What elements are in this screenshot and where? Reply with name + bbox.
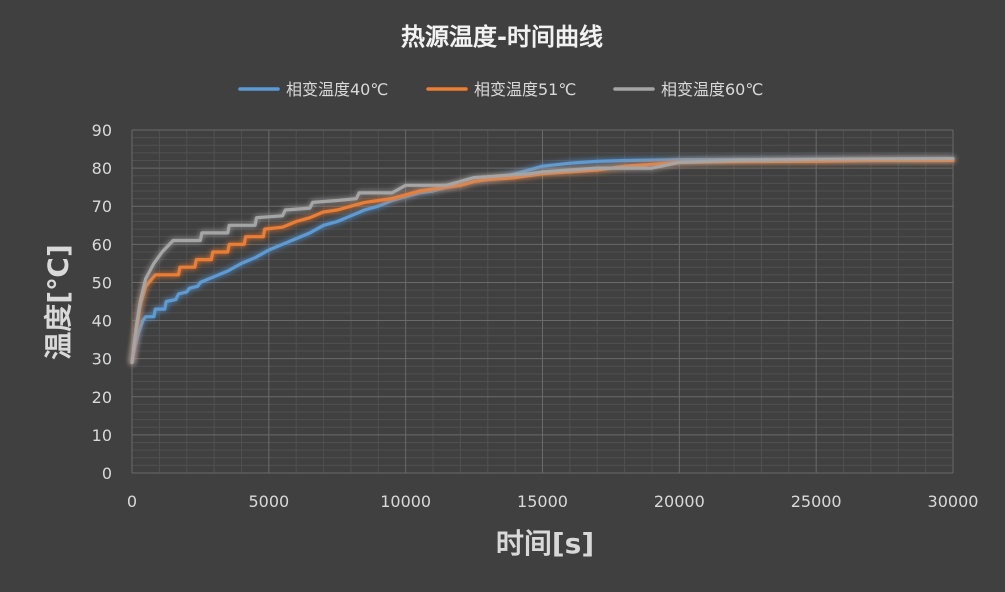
y-tick-label: 60 (92, 235, 112, 254)
series-line-1 (130, 157, 955, 365)
y-tick-label: 70 (92, 197, 112, 216)
series-line-3 (130, 157, 955, 365)
y-axis-title: 温度[℃] (42, 244, 75, 360)
x-tick-label: 30000 (928, 492, 979, 511)
y-tick-label: 10 (92, 426, 112, 445)
major-gridlines (131, 129, 954, 474)
y-tick-label: 40 (92, 312, 112, 331)
series-lines (130, 157, 955, 365)
y-tick-label: 0 (102, 464, 112, 483)
legend: 相变温度40℃ 相变温度51℃ 相变温度60℃ (238, 80, 763, 99)
x-tick-label: 0 (127, 492, 137, 511)
y-tick-label: 50 (92, 273, 112, 292)
legend-label: 相变温度51℃ (474, 80, 576, 99)
y-tick-label: 90 (92, 121, 112, 140)
y-axis-ticks: 0 10 20 30 40 50 60 70 80 90 (92, 121, 112, 483)
legend-label: 相变温度40℃ (286, 80, 388, 99)
chart-title: 热源温度-时间曲线 (401, 23, 603, 51)
x-tick-label: 15000 (517, 492, 568, 511)
x-tick-label: 10000 (380, 492, 431, 511)
y-tick-label: 80 (92, 159, 112, 178)
x-tick-label: 5000 (248, 492, 289, 511)
legend-label: 相变温度60℃ (661, 80, 763, 99)
x-axis-title: 时间[s] (496, 527, 594, 560)
x-tick-label: 25000 (791, 492, 842, 511)
y-tick-label: 20 (92, 388, 112, 407)
x-tick-label: 20000 (654, 492, 705, 511)
series-line-2 (130, 158, 955, 365)
y-tick-label: 30 (92, 350, 112, 369)
x-axis-ticks: 0 5000 10000 15000 20000 25000 30000 (127, 492, 979, 511)
